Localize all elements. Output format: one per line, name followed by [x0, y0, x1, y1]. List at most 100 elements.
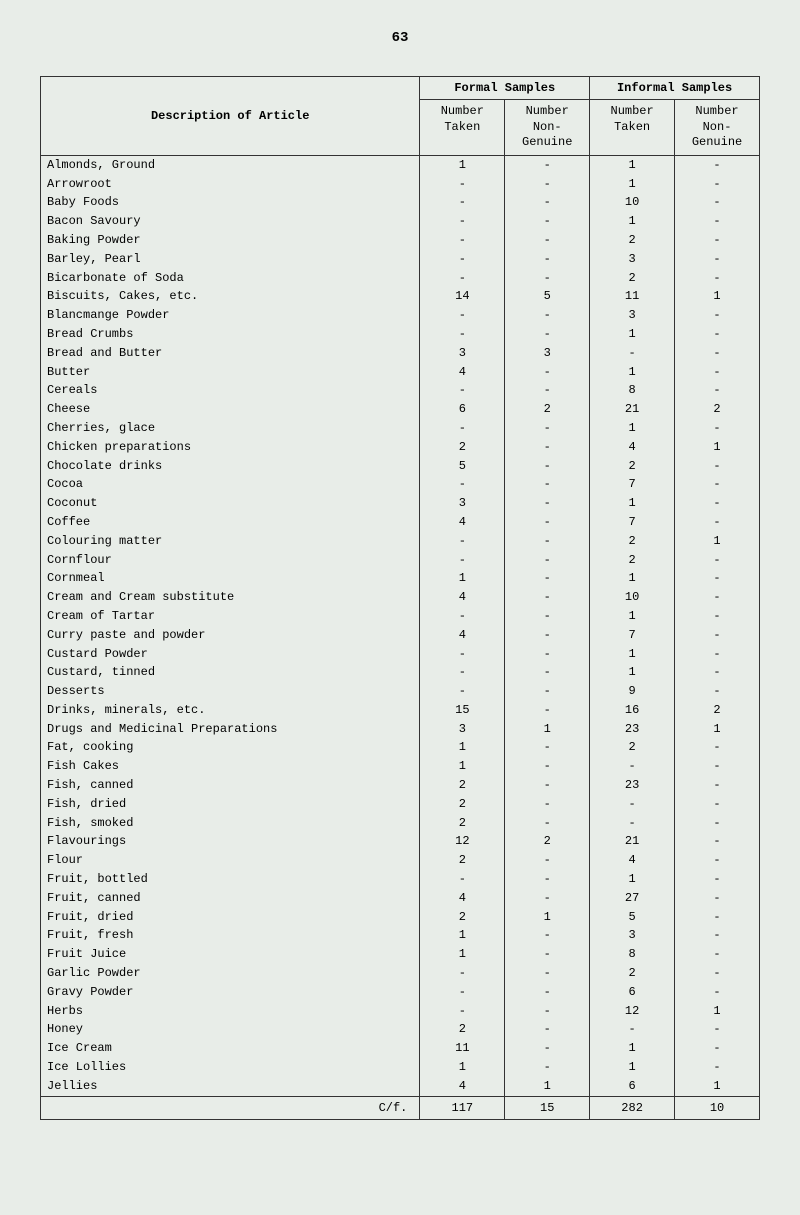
cell-formal-nongenuine: - — [505, 889, 590, 908]
cell-formal-nongenuine: 1 — [505, 720, 590, 739]
cell-formal-nongenuine: - — [505, 1039, 590, 1058]
cell-formal-taken: - — [420, 663, 505, 682]
cell-informal-taken: 2 — [590, 738, 675, 757]
cell-formal-taken: 3 — [420, 720, 505, 739]
cell-description: Fruit, bottled — [41, 870, 420, 889]
table-row: Fish, dried2--- — [41, 795, 759, 814]
cell-formal-nongenuine: - — [505, 682, 590, 701]
cell-description: Honey — [41, 1020, 420, 1039]
cell-informal-nongenuine: - — [675, 588, 759, 607]
table-footer-row: C/f. 117 15 282 10 — [41, 1096, 759, 1119]
cell-formal-taken: 2 — [420, 438, 505, 457]
table-row: Gravy Powder--6- — [41, 983, 759, 1002]
cell-description: Jellies — [41, 1077, 420, 1096]
table-row: Blancmange Powder--3- — [41, 306, 759, 325]
cell-formal-taken: 1 — [420, 757, 505, 776]
cell-description: Herbs — [41, 1002, 420, 1021]
cell-formal-nongenuine: - — [505, 155, 590, 174]
cell-formal-taken: 1 — [420, 1058, 505, 1077]
cell-formal-taken: 4 — [420, 1077, 505, 1096]
cell-informal-nongenuine: - — [675, 269, 759, 288]
cell-description: Cream and Cream substitute — [41, 588, 420, 607]
cell-informal-nongenuine: - — [675, 551, 759, 570]
cell-informal-nongenuine: - — [675, 926, 759, 945]
cell-description: Cherries, glace — [41, 419, 420, 438]
header-informal-taken: Number Taken — [590, 100, 675, 156]
cell-formal-taken: - — [420, 964, 505, 983]
cell-formal-nongenuine: - — [505, 250, 590, 269]
cell-formal-nongenuine: - — [505, 419, 590, 438]
cell-description: Chicken preparations — [41, 438, 420, 457]
table-row: Almonds, Ground1-1- — [41, 155, 759, 174]
cell-formal-taken: 12 — [420, 832, 505, 851]
cell-formal-nongenuine: - — [505, 851, 590, 870]
cell-formal-nongenuine: - — [505, 475, 590, 494]
page-number: 63 — [40, 30, 760, 46]
footer-formal-nongenuine: 15 — [505, 1096, 590, 1119]
cell-formal-nongenuine: - — [505, 795, 590, 814]
cell-formal-taken: 14 — [420, 287, 505, 306]
cell-description: Ice Lollies — [41, 1058, 420, 1077]
cell-informal-nongenuine: 2 — [675, 400, 759, 419]
cell-formal-nongenuine: - — [505, 363, 590, 382]
table-row: Fish, canned2-23- — [41, 776, 759, 795]
cell-description: Bicarbonate of Soda — [41, 269, 420, 288]
cell-formal-taken: 11 — [420, 1039, 505, 1058]
cell-formal-taken: 2 — [420, 776, 505, 795]
cell-informal-nongenuine: - — [675, 1039, 759, 1058]
cell-formal-taken: - — [420, 306, 505, 325]
cell-formal-nongenuine: - — [505, 926, 590, 945]
cell-description: Desserts — [41, 682, 420, 701]
table-row: Colouring matter--21 — [41, 532, 759, 551]
cell-informal-nongenuine: - — [675, 983, 759, 1002]
cell-formal-nongenuine: - — [505, 964, 590, 983]
cell-informal-taken: 8 — [590, 381, 675, 400]
cell-informal-nongenuine: - — [675, 607, 759, 626]
cell-formal-taken: - — [420, 1002, 505, 1021]
cell-formal-nongenuine: - — [505, 457, 590, 476]
cell-informal-nongenuine: - — [675, 889, 759, 908]
cell-description: Arrowroot — [41, 175, 420, 194]
table-row: Honey2--- — [41, 1020, 759, 1039]
cell-informal-taken: 1 — [590, 212, 675, 231]
cell-informal-taken: 1 — [590, 1039, 675, 1058]
cell-formal-taken: 2 — [420, 851, 505, 870]
cell-formal-taken: - — [420, 175, 505, 194]
cell-informal-taken: 1 — [590, 419, 675, 438]
table-row: Flour2-4- — [41, 851, 759, 870]
cell-informal-taken: 8 — [590, 945, 675, 964]
cell-formal-nongenuine: 2 — [505, 400, 590, 419]
cell-informal-taken: 3 — [590, 250, 675, 269]
cell-informal-nongenuine: - — [675, 306, 759, 325]
cell-formal-taken: - — [420, 475, 505, 494]
cell-informal-nongenuine: - — [675, 569, 759, 588]
cell-description: Butter — [41, 363, 420, 382]
cell-informal-taken: 10 — [590, 193, 675, 212]
cell-description: Bacon Savoury — [41, 212, 420, 231]
cell-description: Coconut — [41, 494, 420, 513]
cell-informal-nongenuine: - — [675, 193, 759, 212]
cell-informal-taken: 2 — [590, 964, 675, 983]
cell-description: Cocoa — [41, 475, 420, 494]
cell-informal-taken: 1 — [590, 175, 675, 194]
cell-informal-taken: 1 — [590, 645, 675, 664]
cell-formal-nongenuine: - — [505, 325, 590, 344]
cell-informal-taken: 2 — [590, 457, 675, 476]
cell-informal-taken: 4 — [590, 438, 675, 457]
samples-table: Description of Article Formal Samples In… — [41, 77, 759, 1119]
header-formal-nongenuine: Number Non- Genuine — [505, 100, 590, 156]
cell-formal-nongenuine: - — [505, 983, 590, 1002]
cell-formal-nongenuine: - — [505, 175, 590, 194]
table-row: Barley, Pearl--3- — [41, 250, 759, 269]
table-row: Flavourings12221- — [41, 832, 759, 851]
cell-formal-nongenuine: 3 — [505, 344, 590, 363]
table-row: Cream of Tartar--1- — [41, 607, 759, 626]
cell-informal-nongenuine: - — [675, 738, 759, 757]
cell-informal-nongenuine: - — [675, 1020, 759, 1039]
cell-informal-taken: 1 — [590, 363, 675, 382]
cell-formal-taken: 1 — [420, 945, 505, 964]
cell-informal-taken: 6 — [590, 1077, 675, 1096]
table-row: Ice Cream11-1- — [41, 1039, 759, 1058]
table-row: Garlic Powder--2- — [41, 964, 759, 983]
cell-formal-taken: 5 — [420, 457, 505, 476]
